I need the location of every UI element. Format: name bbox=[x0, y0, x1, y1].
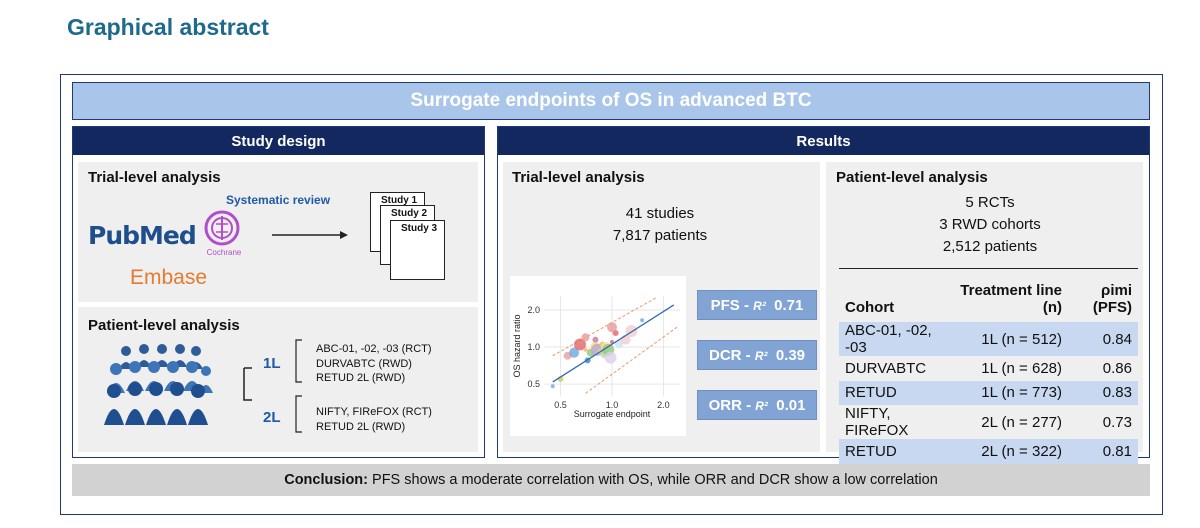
conclusion-text: PFS shows a moderate correlation with OS… bbox=[368, 472, 938, 488]
data-point bbox=[550, 384, 555, 389]
trial-summary: 41 studies 7,817 patients bbox=[580, 203, 740, 247]
trial-studies: 41 studies bbox=[625, 205, 695, 222]
study-design-header: Study design bbox=[73, 127, 484, 155]
results-trial-title: Trial-level analysis bbox=[512, 169, 645, 186]
patient-level-title: Patient-level analysis bbox=[88, 317, 240, 334]
r2-pfs-text: PFS - R² 0.71 bbox=[710, 296, 804, 314]
scatter-chart: 0.5 1.0 2.0 0.5 1.0 2.0 Surrogate endpoint OS h… bbox=[510, 276, 686, 436]
col-header-line: Treatment line (n) bbox=[948, 268, 1068, 322]
arrow-icon bbox=[272, 231, 348, 239]
data-point bbox=[569, 347, 580, 358]
trial-level-title: Trial-level analysis bbox=[88, 169, 221, 186]
trial-patients: 7,817 patients bbox=[612, 227, 708, 244]
conclusion-bar: Conclusion: PFS shows a moderate correla… bbox=[72, 464, 1150, 496]
col-header-cohort: Cohort bbox=[845, 299, 895, 316]
data-point bbox=[592, 336, 599, 343]
r2-orr-box: ORR - R² 0.01 bbox=[697, 390, 817, 420]
conclusion-label: Conclusion: bbox=[284, 472, 368, 488]
line-2l-cohorts: NIFTY, FIReFOX (RCT) RETUD 2L (RWD) bbox=[316, 405, 432, 434]
rho-cell: 0.84 bbox=[1068, 322, 1138, 356]
cohort-item: RETUD 2L (RWD) bbox=[316, 372, 406, 384]
patient-count: 2,512 patients bbox=[942, 238, 1038, 255]
treatment-line-cell: 2L (n = 322) bbox=[948, 439, 1068, 464]
rho-cell: 0.73 bbox=[1102, 413, 1132, 431]
line-1l-label: 1L bbox=[263, 355, 281, 372]
cohort-table: Cohort Treatment line (n) ρimi (PFS) ABC… bbox=[839, 268, 1138, 464]
data-point bbox=[574, 338, 587, 351]
study-card-1-label: Study 1 bbox=[381, 195, 418, 206]
study-card-3-label: Study 3 bbox=[401, 223, 438, 234]
col-header-rho: ρimi (PFS) bbox=[1068, 268, 1138, 322]
rho-cell: 0.83 bbox=[1068, 380, 1138, 405]
treatment-line-cell: 2L (n = 277) bbox=[981, 413, 1062, 431]
cohort-cell: RETUD bbox=[839, 380, 948, 405]
x-axis-label: Surrogate endpoint bbox=[574, 409, 651, 419]
data-point bbox=[607, 322, 617, 333]
embase-logo: Embase bbox=[130, 266, 208, 289]
table-row: RETUD 1L (n = 773) 0.83 bbox=[839, 380, 1138, 405]
line-2l-label: 2L bbox=[263, 409, 281, 426]
y-tick-label: 0.5 bbox=[527, 379, 540, 389]
r2-orr-text: ORR - R² 0.01 bbox=[708, 396, 806, 414]
data-point bbox=[615, 340, 624, 349]
x-tick-label: 0.5 bbox=[554, 400, 567, 410]
cohort-item: DURVABTC (RWD) bbox=[316, 357, 412, 370]
page-title: Graphical abstract bbox=[67, 14, 269, 40]
table-row: DURVABTC 1L (n = 628) 0.86 bbox=[839, 356, 1138, 381]
cohort-cell: ABC-01, -02, -03 bbox=[839, 322, 948, 356]
line-brackets bbox=[243, 339, 302, 433]
table-header-row: Cohort Treatment line (n) ρimi (PFS) bbox=[839, 268, 1138, 322]
abstract-frame bbox=[60, 74, 1163, 515]
y-tick-label: 2.0 bbox=[527, 305, 540, 315]
rho-cell: 0.81 bbox=[1068, 439, 1138, 464]
treatment-line-cell: 1L (n = 512) bbox=[948, 322, 1068, 356]
y-tick-label: 1.0 bbox=[527, 342, 540, 352]
cohort-item: ABC-01, -02, -03 (RCT) bbox=[316, 343, 432, 355]
results-patient-title: Patient-level analysis bbox=[836, 169, 988, 186]
patient-summary: 5 RCTs 3 RWD cohorts 2,512 patients bbox=[900, 192, 1080, 258]
study-card-3: Study 3 bbox=[390, 220, 445, 280]
treatment-line-cell: 1L (n = 628) bbox=[981, 359, 1062, 377]
data-point bbox=[640, 318, 645, 323]
x-tick-label: 1.0 bbox=[606, 400, 619, 410]
pubmed-logo-text: PubMed bbox=[88, 221, 197, 250]
cohort-item: NIFTY, FIReFOX (RCT) bbox=[316, 406, 432, 418]
cohort-item: RETUD 2L (RWD) bbox=[316, 420, 406, 433]
cohort-cell: RETUD bbox=[839, 439, 948, 464]
y-axis-label: OS hazard ratio bbox=[512, 314, 522, 377]
x-tick-label: 2.0 bbox=[657, 400, 670, 410]
patient-level-box bbox=[78, 307, 478, 452]
r2-pfs-box: PFS - R² 0.71 bbox=[697, 290, 817, 320]
table-row: ABC-01, -02, -03 1L (n = 512) 0.84 bbox=[839, 322, 1138, 356]
col-header-line-text: Treatment line (n) bbox=[960, 282, 1062, 316]
pubmed-logo: PubMed bbox=[88, 221, 197, 250]
cohort-cell: NIFTY, FIReFOX bbox=[845, 405, 909, 439]
ci-lower-line bbox=[585, 326, 678, 394]
patient-rcts: 5 RCTs bbox=[965, 194, 1015, 211]
r2-dcr-box: DCR - R² 0.39 bbox=[697, 340, 817, 370]
patient-rwd: 3 RWD cohorts bbox=[939, 216, 1041, 233]
cochrane-icon bbox=[204, 210, 240, 246]
regression-line bbox=[552, 304, 675, 383]
table-row: NIFTY, FIReFOX 2L (n = 277) 0.73 bbox=[839, 405, 1138, 439]
data-point bbox=[583, 347, 588, 352]
people-crowd-icon bbox=[104, 344, 213, 425]
results-header: Results bbox=[498, 127, 1149, 155]
table-top-rule bbox=[839, 268, 1138, 269]
cohort-cell: DURVABTC bbox=[845, 359, 927, 377]
data-point bbox=[581, 333, 590, 342]
scatter-svg: 0.5 1.0 2.0 0.5 1.0 2.0 Surrogate endpoint OS h… bbox=[512, 296, 680, 419]
systematic-review-label: Systematic review bbox=[226, 193, 331, 207]
data-point bbox=[604, 351, 617, 364]
table-row: RETUD 2L (n = 322) 0.81 bbox=[839, 439, 1138, 464]
treatment-line-cell: 1L (n = 773) bbox=[948, 380, 1068, 405]
rho-cell: 0.86 bbox=[1102, 359, 1132, 377]
banner-title: Surrogate endpoints of OS in advanced BT… bbox=[72, 82, 1150, 120]
col-header-rho-text: ρimi (PFS) bbox=[1092, 282, 1132, 316]
line-1l-cohorts: ABC-01, -02, -03 (RCT) DURVABTC (RWD) RE… bbox=[316, 342, 432, 386]
cochrane-label: Cochrane bbox=[206, 248, 242, 257]
study-card-2-label: Study 2 bbox=[391, 208, 428, 219]
r2-dcr-text: DCR - R² 0.39 bbox=[708, 346, 806, 364]
